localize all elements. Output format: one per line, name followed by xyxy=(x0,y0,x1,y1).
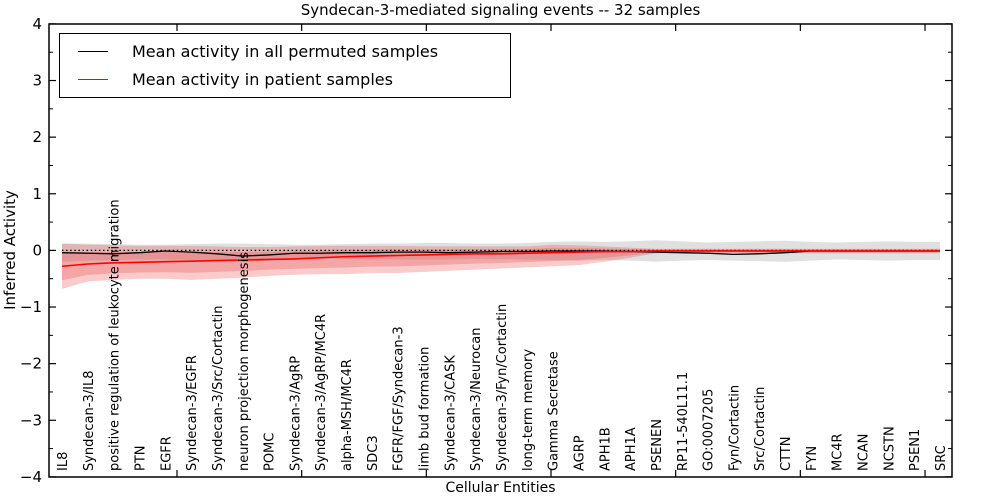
x-category-label: Fyn/Cortactin xyxy=(727,385,742,471)
x-category-label: APH1B xyxy=(598,427,613,471)
x-category-label: PSEN1 xyxy=(908,429,923,471)
x-category-label: GO:0007205 xyxy=(702,389,717,471)
x-category-label: IL8 xyxy=(56,452,71,471)
x-category-label: RP11-540L11.1 xyxy=(676,372,691,471)
x-category-label: APH1A xyxy=(624,427,639,471)
legend-label-permuted: Mean activity in all permuted samples xyxy=(132,41,439,61)
x-category-label: SRC xyxy=(934,445,949,471)
patient-band-inner xyxy=(62,247,940,281)
x-category-label: MC4R xyxy=(831,433,846,471)
x-category-label: FGFR/FGF/Syndecan-3 xyxy=(392,326,407,471)
x-axis-label: Cellular Entities xyxy=(445,480,556,496)
y-tick-label: 1 xyxy=(32,185,42,203)
x-category-label: CTTN xyxy=(779,437,794,471)
legend-entry-patient: Mean activity in patient samples xyxy=(60,69,510,91)
y-tick-label: −3 xyxy=(20,411,42,429)
x-category-label: Syndecan-3/EGFR xyxy=(185,355,200,471)
patient-line-swatch xyxy=(78,79,108,81)
x-category-label: Syndecan-3/AgRP/MC4R xyxy=(314,314,329,471)
x-category-label: Gamma Secretase xyxy=(547,351,562,471)
y-tick-label: 4 xyxy=(32,15,42,33)
x-category-label: Syndecan-3/Src/Cortactin xyxy=(211,305,226,471)
y-axis-label: Inferred Activity xyxy=(1,190,19,310)
x-category-label: Syndecan-3/Fyn/Cortactin xyxy=(495,304,510,471)
legend-entry-permuted: Mean activity in all permuted samples xyxy=(60,40,510,62)
x-category-label: PTN xyxy=(133,445,148,471)
x-category-label: NCAN xyxy=(857,434,872,471)
x-category-label: Syndecan-3/IL8 xyxy=(82,371,97,471)
x-category-label: POMC xyxy=(263,433,278,471)
x-category-label: FYN xyxy=(805,446,820,471)
y-tick-label: 2 xyxy=(32,128,42,146)
x-category-label: EGFR xyxy=(159,436,174,471)
x-category-label: limb bud formation xyxy=(418,347,433,471)
x-category-label: PSENEN xyxy=(650,419,665,471)
legend: Mean activity in all permuted samples Me… xyxy=(59,33,511,98)
permuted-mean-line xyxy=(61,250,940,257)
x-category-label: SDC3 xyxy=(366,435,381,471)
patient-mean-line xyxy=(61,250,940,268)
y-tick-label: 3 xyxy=(32,72,42,90)
x-category-label: AGRP xyxy=(572,435,587,471)
y-tick-label: −4 xyxy=(20,468,42,486)
x-category-label: Syndecan-3/AgRP xyxy=(288,356,303,471)
x-category-label: long-term memory xyxy=(521,349,536,471)
x-category-label: Src/Cortactin xyxy=(753,387,768,471)
legend-label-patient: Mean activity in patient samples xyxy=(132,70,393,90)
y-tick-label: −2 xyxy=(20,355,42,373)
patient-band xyxy=(62,243,940,289)
permuted-line-swatch xyxy=(78,50,108,52)
x-category-label: NCSTN xyxy=(882,426,897,471)
x-category-label: positive regulation of leukocyte migrati… xyxy=(108,199,123,471)
x-category-label: Syndecan-3/Neurocan xyxy=(469,328,484,471)
y-tick-label: −1 xyxy=(20,298,42,316)
x-category-label: neuron projection morphogenesis xyxy=(237,252,252,471)
x-category-label: alpha-MSH/MC4R xyxy=(340,359,355,471)
chart-title: Syndecan-3-mediated signaling events -- … xyxy=(300,1,701,19)
x-category-label: Syndecan-3/CASK xyxy=(443,355,458,471)
y-tick-label: 0 xyxy=(32,241,42,259)
